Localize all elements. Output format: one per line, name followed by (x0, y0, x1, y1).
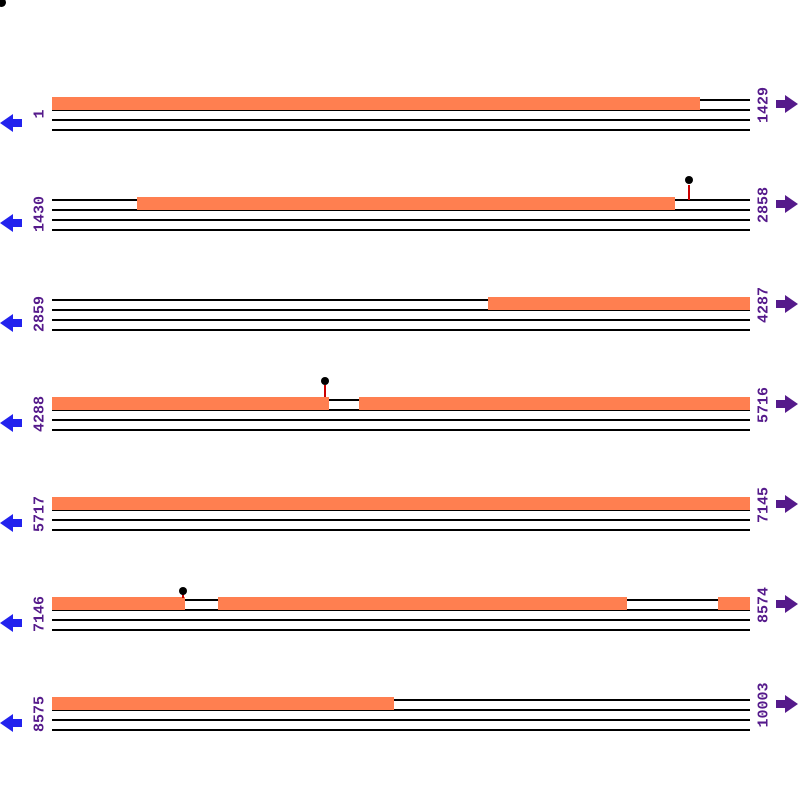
row-start-coordinate: 1 (31, 109, 49, 119)
sequence-row: 1 1429 (0, 87, 800, 145)
sequence-track (52, 176, 750, 232)
strand-line (52, 219, 750, 221)
scroll-left-arrow-icon[interactable] (0, 213, 22, 233)
feature-bar-segment[interactable] (359, 397, 750, 410)
row-start-coordinate: 5717 (31, 495, 49, 533)
strand-line (52, 619, 750, 621)
feature-bar-segment[interactable] (52, 597, 185, 610)
strand-line (52, 719, 750, 721)
row-start-coordinate: 8575 (31, 695, 49, 733)
row-end-coordinate: 7145 (755, 486, 773, 524)
corner-dot (0, 0, 6, 7)
sequence-row: 5717 7145 (0, 487, 800, 545)
scroll-right-arrow-icon[interactable] (776, 594, 798, 614)
feature-bar-segment[interactable] (718, 597, 750, 610)
row-start-coordinate: 4288 (31, 395, 49, 433)
row-end-coordinate: 10003 (755, 682, 773, 728)
scroll-right-arrow-icon[interactable] (776, 694, 798, 714)
feature-bar-segment[interactable] (488, 297, 750, 310)
strand-line (52, 419, 750, 421)
scroll-right-arrow-icon[interactable] (776, 294, 798, 314)
sequence-row: 7146 8574 (0, 587, 800, 645)
strand-line (52, 729, 750, 731)
feature-bar-segment[interactable] (137, 197, 675, 210)
sequence-row: 1430 2858 (0, 176, 800, 245)
scroll-right-arrow-icon[interactable] (776, 94, 798, 114)
scroll-right-arrow-icon[interactable] (776, 194, 798, 214)
sequence-row: 8575 10003 (0, 682, 800, 745)
scroll-left-arrow-icon[interactable] (0, 413, 22, 433)
strand-line (52, 429, 750, 431)
site-marker-stem (688, 185, 690, 200)
site-marker-stem (324, 385, 326, 397)
strand-line (52, 319, 750, 321)
sequence-row: 4288 5716 (0, 377, 800, 445)
sequence-track (52, 697, 750, 732)
row-end-coordinate: 5716 (755, 386, 773, 424)
strand-line (52, 129, 750, 131)
row-end-coordinate: 1429 (755, 86, 773, 124)
feature-bar-segment[interactable] (52, 397, 329, 410)
feature-bar-segment[interactable] (52, 497, 750, 510)
row-start-coordinate: 1430 (31, 195, 49, 233)
row-end-coordinate: 8574 (755, 586, 773, 624)
sequence-row: 2859 4287 (0, 287, 800, 345)
scroll-left-arrow-icon[interactable] (0, 113, 22, 133)
strand-line (52, 529, 750, 531)
sequence-track (52, 497, 750, 532)
strand-line (52, 699, 750, 701)
strand-line (52, 329, 750, 331)
scroll-right-arrow-icon[interactable] (776, 494, 798, 514)
site-marker-stem (182, 594, 184, 598)
sequence-track (52, 297, 750, 332)
strand-line (52, 519, 750, 521)
strand-line (52, 119, 750, 121)
strand-line (52, 309, 750, 311)
strand-line (52, 629, 750, 631)
site-marker-dot[interactable] (179, 587, 187, 595)
feature-bar-segment[interactable] (52, 697, 394, 710)
feature-bar-segment[interactable] (52, 97, 700, 110)
row-start-coordinate: 7146 (31, 595, 49, 633)
site-marker-dot[interactable] (685, 176, 693, 184)
strand-line (52, 709, 750, 711)
strand-line (52, 299, 750, 301)
row-start-coordinate: 2859 (31, 295, 49, 333)
row-end-coordinate: 2858 (755, 186, 773, 224)
sequence-track (52, 587, 750, 632)
strand-line (52, 229, 750, 231)
sequence-track (52, 377, 750, 432)
scroll-left-arrow-icon[interactable] (0, 713, 22, 733)
feature-bar-segment[interactable] (218, 597, 627, 610)
scroll-left-arrow-icon[interactable] (0, 613, 22, 633)
row-end-coordinate: 4287 (755, 286, 773, 324)
site-marker-dot[interactable] (321, 377, 329, 385)
scroll-left-arrow-icon[interactable] (0, 513, 22, 533)
scroll-right-arrow-icon[interactable] (776, 394, 798, 414)
sequence-track (52, 97, 750, 132)
scroll-left-arrow-icon[interactable] (0, 313, 22, 333)
